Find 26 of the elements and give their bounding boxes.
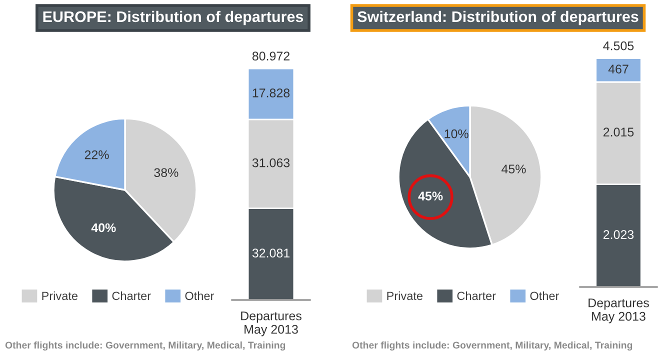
text: Other flights include: Government, Military, Medical, Training <box>5 341 286 351</box>
legend-label: Other <box>530 291 560 300</box>
chart-title: Switzerland: Distribution of departures <box>358 10 638 26</box>
text: Other flights include: Government, Military, Medical, Training <box>352 341 632 351</box>
legend-label: Charter <box>457 291 496 300</box>
x-tick-label: Departures May 2013 <box>241 312 302 336</box>
data-label: 10% <box>444 129 468 138</box>
data-label: 2.023 <box>603 230 634 240</box>
total-label: 4.505 <box>603 41 634 50</box>
legend-label: Private <box>42 291 78 300</box>
data-label: 32.081 <box>252 248 290 258</box>
data-label: 31.063 <box>252 158 290 168</box>
data-label: 17.828 <box>252 88 290 98</box>
data-label: 22% <box>84 150 109 160</box>
x-tick-label: Departures May 2013 <box>588 298 649 324</box>
data-label: 40% <box>91 223 116 232</box>
legend-label: Other <box>185 291 214 300</box>
chart-title: EUROPE: Distribution of departures <box>43 10 304 26</box>
data-label: 45% <box>502 164 526 174</box>
legend-label: Charter <box>112 291 151 300</box>
data-label: 38% <box>154 168 178 178</box>
data-label: 467 <box>608 64 628 74</box>
legend-label: Private <box>387 291 422 300</box>
total-label: 80.972 <box>252 52 290 60</box>
data-label: 2.015 <box>603 128 634 137</box>
data-label: 45% <box>418 192 443 200</box>
